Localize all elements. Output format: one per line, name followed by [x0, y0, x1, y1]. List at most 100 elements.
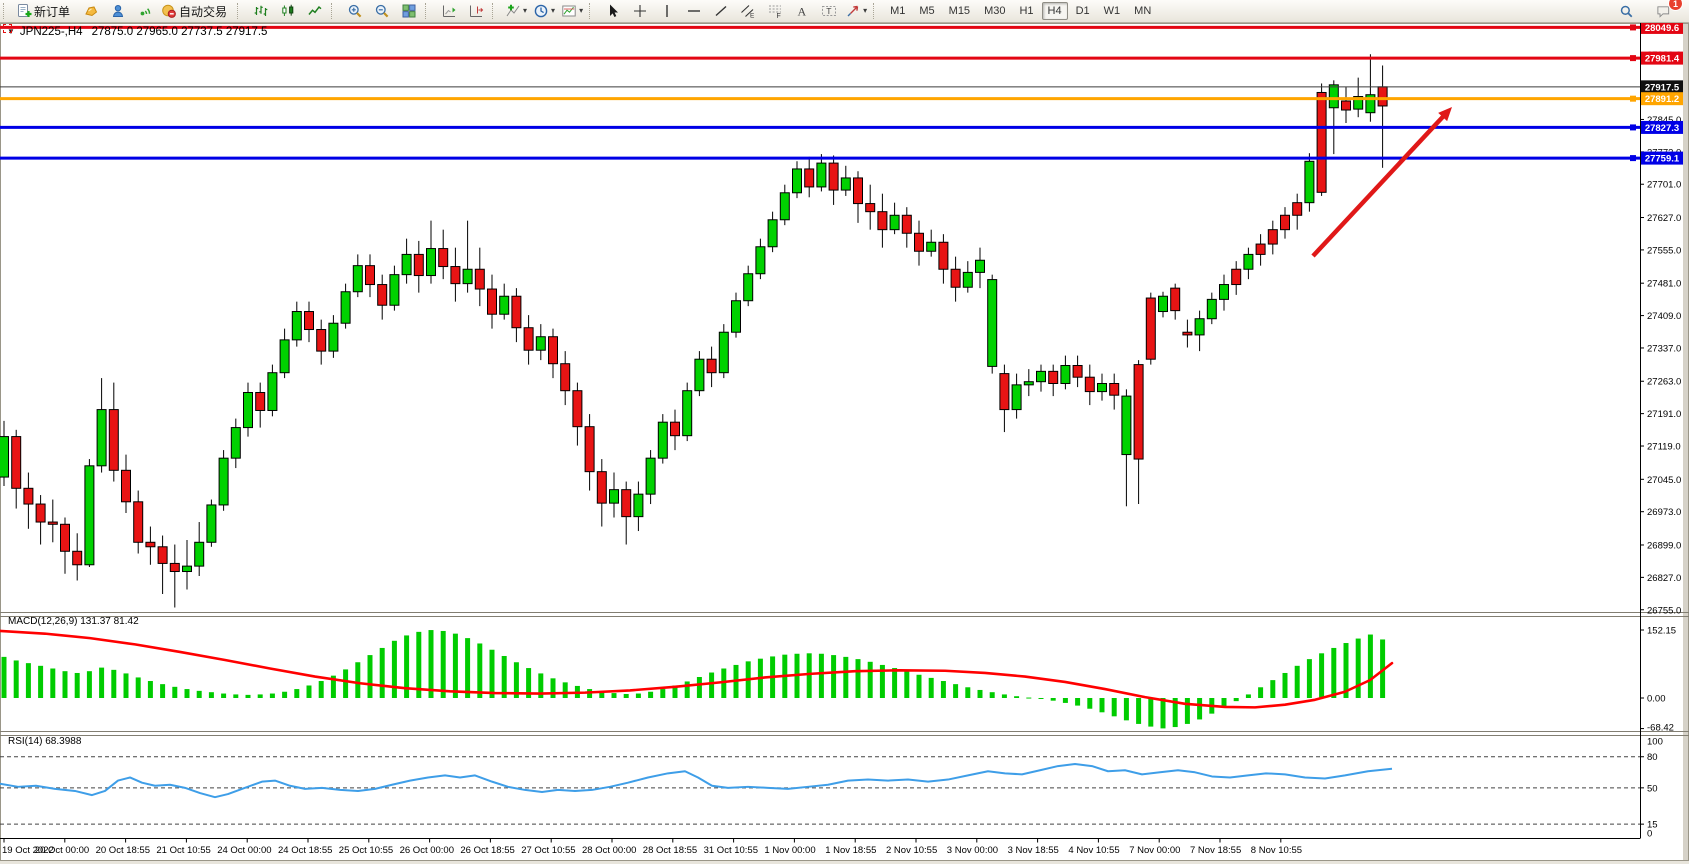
selected-line-handle[interactable]	[3, 24, 12, 33]
tile-windows-icon	[401, 3, 417, 19]
candlestick-chart-button[interactable]	[274, 0, 301, 22]
candlestick-chart-icon	[280, 3, 296, 19]
trendline-button[interactable]	[707, 0, 734, 22]
svg-text:27337.0: 27337.0	[1647, 343, 1681, 354]
toolbar-group-grip	[873, 3, 879, 19]
macd-pane	[0, 629, 1394, 729]
dropdown-caret-icon[interactable]: ▾	[551, 6, 556, 15]
svg-text:27119.0: 27119.0	[1647, 442, 1681, 453]
macd-indicator-label: MACD(12,26,9) 131.37 81.42	[8, 616, 139, 627]
svg-text:T: T	[826, 6, 831, 16]
svg-text:27627.0: 27627.0	[1647, 213, 1681, 224]
vertical-line-button[interactable]	[653, 0, 680, 22]
timeframe-button-h4[interactable]: H4	[1041, 2, 1068, 20]
bar-chart-button[interactable]	[247, 0, 274, 22]
timeframe-button-m1[interactable]: M1	[890, 5, 906, 17]
timeframe-button-m5[interactable]: M5	[919, 5, 935, 17]
autotrading-icon	[161, 3, 177, 19]
svg-text:27701.0: 27701.0	[1647, 180, 1681, 191]
cursor-icon	[605, 3, 621, 19]
periods-clock-icon	[533, 3, 549, 19]
search-button[interactable]	[1613, 0, 1640, 22]
svg-text:0: 0	[1647, 829, 1652, 840]
new-order-label: 新订单	[34, 4, 71, 19]
arrows-tool-icon	[845, 3, 861, 19]
add-indicator-button[interactable]: ▾	[502, 0, 530, 22]
new-order-button[interactable]: 新订单	[13, 0, 77, 22]
svg-text:27481.0: 27481.0	[1647, 279, 1681, 290]
svg-text:28 Oct 18:55: 28 Oct 18:55	[643, 845, 697, 856]
chart-ohlc-values: 27875.0 27965.0 27737.5 27917.5	[91, 26, 268, 38]
svg-text:15: 15	[1647, 820, 1658, 831]
fibonacci-button[interactable]: F	[761, 0, 788, 22]
dropdown-caret-icon[interactable]: ▾	[863, 6, 868, 15]
trend-arrow-annotation	[1311, 107, 1452, 258]
equidistant-channel-button[interactable]: E	[734, 0, 761, 22]
autotrading-button[interactable]: 自动交易	[158, 0, 234, 22]
profile-icon	[110, 3, 126, 19]
broadcast-button[interactable]	[131, 0, 158, 22]
svg-text:28 Oct 00:00: 28 Oct 00:00	[582, 845, 636, 856]
svg-text:2 Nov 10:55: 2 Nov 10:55	[886, 845, 937, 856]
horizontal-line-button[interactable]	[680, 0, 707, 22]
chart-dropdown-icon[interactable]: ▼	[7, 27, 15, 36]
crosshair-button[interactable]	[626, 0, 653, 22]
svg-text:26899.0: 26899.0	[1647, 540, 1681, 551]
dropdown-caret-icon[interactable]: ▾	[523, 6, 528, 15]
svg-text:E: E	[750, 13, 755, 20]
svg-text:25 Oct 10:55: 25 Oct 10:55	[339, 845, 393, 856]
toolbar-group-grip	[331, 3, 337, 19]
toolbar-group-grip	[589, 3, 595, 19]
zoom-in-button[interactable]	[341, 0, 368, 22]
timeframe-toolbar: M1 M5 M15 M30 H1 H4 D1 W1 MN	[870, 2, 1158, 20]
svg-text:1 Nov 18:55: 1 Nov 18:55	[825, 845, 876, 856]
toolbar-group-grip	[492, 3, 498, 19]
profile-button[interactable]	[104, 0, 131, 22]
svg-text:50: 50	[1647, 783, 1658, 794]
bar-chart-icon	[253, 3, 269, 19]
svg-text:26827.0: 26827.0	[1647, 573, 1681, 584]
timeframe-button-mn[interactable]: MN	[1134, 5, 1152, 17]
periods-clock-button[interactable]: ▾	[530, 0, 558, 22]
gold-signals-icon	[83, 3, 99, 19]
text-button[interactable]: A	[788, 0, 815, 22]
text-icon: A	[794, 3, 810, 19]
timeframe-button-h1[interactable]: H1	[1019, 5, 1034, 17]
chart-shift-button[interactable]	[462, 0, 489, 22]
timeframe-button-w1[interactable]: W1	[1103, 5, 1121, 17]
zoom-out-button[interactable]	[368, 0, 395, 22]
svg-text:26973.0: 26973.0	[1647, 507, 1681, 518]
timeframe-button-m30[interactable]: M30	[984, 5, 1006, 17]
gold-signals-button[interactable]	[77, 0, 104, 22]
text-label-button[interactable]: T	[815, 0, 842, 22]
line-chart-button[interactable]	[301, 0, 328, 22]
toolbar-group-grip	[237, 3, 243, 19]
tile-windows-button[interactable]	[395, 0, 422, 22]
auto-scroll-button[interactable]	[435, 0, 462, 22]
cursor-button[interactable]	[599, 0, 626, 22]
notification-badge: 1	[1668, 0, 1683, 11]
svg-text:8 Nov 10:55: 8 Nov 10:55	[1251, 845, 1302, 856]
dropdown-caret-icon[interactable]: ▾	[579, 6, 584, 15]
notifications-button[interactable]: 1	[1650, 0, 1683, 22]
chart-title[interactable]: ▼ JPN225-,H4 27875.0 27965.0 27737.5 27917…	[7, 26, 267, 38]
chart-template-button[interactable]: ▾	[558, 0, 586, 22]
svg-text:31 Oct 10:55: 31 Oct 10:55	[704, 845, 758, 856]
svg-text:A: A	[797, 5, 806, 19]
svg-text:0.00: 0.00	[1647, 694, 1666, 705]
horizontal-line-icon	[686, 3, 702, 19]
horizontal-line-objects	[0, 24, 1640, 162]
candlestick-series	[0, 54, 1388, 608]
svg-text:26 Oct 18:55: 26 Oct 18:55	[460, 845, 514, 856]
timeframe-button-d1[interactable]: D1	[1075, 5, 1090, 17]
svg-text:-68.42: -68.42	[1647, 723, 1674, 734]
svg-text:27409.0: 27409.0	[1647, 311, 1681, 322]
chart-template-icon	[561, 3, 577, 19]
timeframe-button-m15[interactable]: M15	[948, 5, 971, 17]
equidistant-channel-icon: E	[740, 3, 756, 19]
arrows-tool-button[interactable]: ▾	[842, 0, 870, 22]
svg-text:F: F	[776, 13, 780, 19]
svg-text:27 Oct 10:55: 27 Oct 10:55	[521, 845, 575, 856]
zoom-in-icon	[347, 3, 363, 19]
